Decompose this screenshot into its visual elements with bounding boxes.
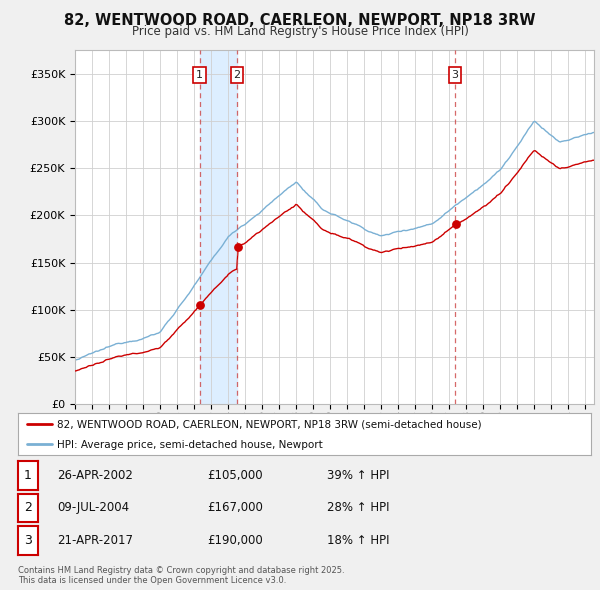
Text: £190,000: £190,000 [207, 534, 263, 547]
Text: 26-APR-2002: 26-APR-2002 [57, 469, 133, 482]
Text: £105,000: £105,000 [207, 469, 263, 482]
Text: 1: 1 [196, 70, 203, 80]
Text: Price paid vs. HM Land Registry's House Price Index (HPI): Price paid vs. HM Land Registry's House … [131, 25, 469, 38]
Text: 2: 2 [24, 502, 32, 514]
Text: 21-APR-2017: 21-APR-2017 [57, 534, 133, 547]
Text: 82, WENTWOOD ROAD, CAERLEON, NEWPORT, NP18 3RW (semi-detached house): 82, WENTWOOD ROAD, CAERLEON, NEWPORT, NP… [57, 420, 482, 430]
Text: 3: 3 [24, 534, 32, 547]
Point [451, 219, 461, 229]
Text: 09-JUL-2004: 09-JUL-2004 [57, 502, 129, 514]
Text: £167,000: £167,000 [207, 502, 263, 514]
Text: 3: 3 [451, 70, 458, 80]
Text: 1: 1 [24, 469, 32, 482]
Text: 82, WENTWOOD ROAD, CAERLEON, NEWPORT, NP18 3RW: 82, WENTWOOD ROAD, CAERLEON, NEWPORT, NP… [64, 13, 536, 28]
Point [196, 300, 205, 310]
Text: Contains HM Land Registry data © Crown copyright and database right 2025.
This d: Contains HM Land Registry data © Crown c… [18, 566, 344, 585]
Text: 18% ↑ HPI: 18% ↑ HPI [327, 534, 389, 547]
Point [233, 242, 243, 252]
Text: HPI: Average price, semi-detached house, Newport: HPI: Average price, semi-detached house,… [57, 440, 323, 450]
Text: 39% ↑ HPI: 39% ↑ HPI [327, 469, 389, 482]
Bar [200, 50, 237, 404]
Text: 2: 2 [233, 70, 241, 80]
Text: 28% ↑ HPI: 28% ↑ HPI [327, 502, 389, 514]
